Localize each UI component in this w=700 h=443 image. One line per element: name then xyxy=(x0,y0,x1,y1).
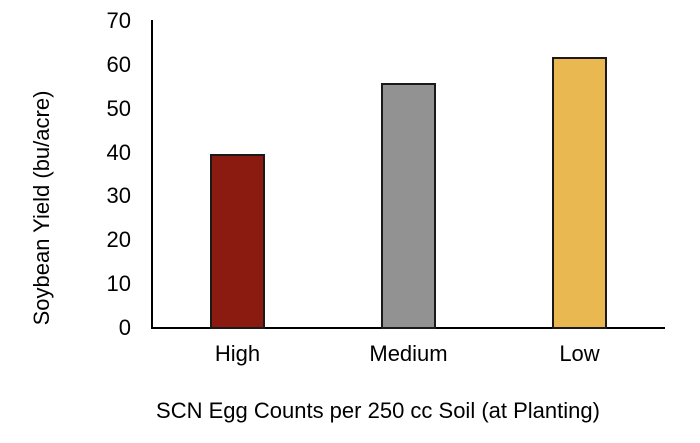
y-tick-label: 70 xyxy=(106,8,131,33)
y-tick-label: 10 xyxy=(106,271,131,297)
y-tick-label: 20 xyxy=(106,227,131,253)
x-category-label-low: Low xyxy=(559,341,600,366)
y-tick-label: 60 xyxy=(106,51,131,77)
y-tick-label: 0 xyxy=(118,315,131,340)
y-axis-line xyxy=(151,20,153,329)
bar-low xyxy=(552,57,607,329)
y-tick-label: 50 xyxy=(106,95,131,121)
y-tick-label: 30 xyxy=(106,183,131,209)
x-category-label-medium: Medium xyxy=(369,341,448,366)
x-axis-title: SCN Egg Counts per 250 cc Soil (at Plant… xyxy=(156,398,600,423)
y-axis-title: Soybean Yield (bu/acre) xyxy=(29,90,54,326)
y-tick-label: 40 xyxy=(106,139,131,165)
bars-container xyxy=(152,21,665,329)
x-category-label-high: High xyxy=(214,341,261,366)
bar-medium xyxy=(381,83,436,329)
bar-high xyxy=(210,154,265,329)
